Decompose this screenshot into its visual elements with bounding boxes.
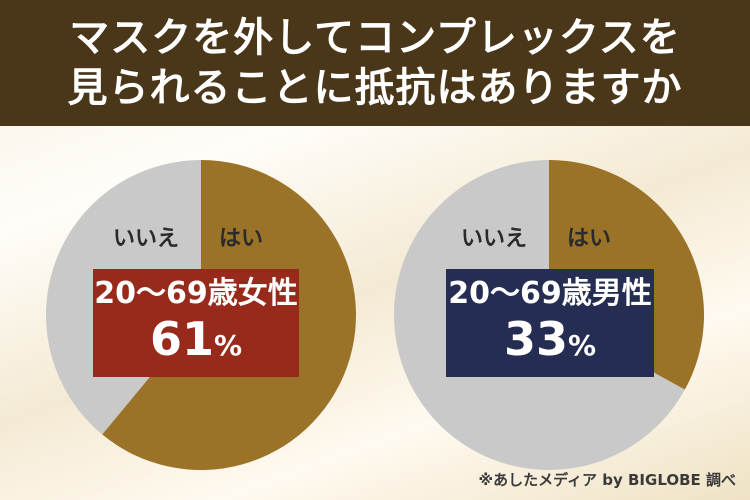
- male-percentage-value: 33: [503, 311, 568, 366]
- male-result-box: 20〜69歳男性 33%: [446, 269, 654, 377]
- female-result-box: 20〜69歳女性 61%: [93, 269, 299, 377]
- female-percentage-value: 61: [149, 311, 214, 366]
- charts-area: はい いいえ はい いいえ 20〜69歳女性 61% 20〜69歳男性 33%: [0, 126, 750, 500]
- female-percentage: 61%: [150, 313, 242, 372]
- slice-label-yes: はい: [567, 225, 611, 251]
- question-line-2: 見られることに抵抗はありますか: [67, 65, 683, 111]
- question-line-1: マスクを外してコンプレックスを: [69, 15, 681, 61]
- male-percentage-unit: %: [567, 328, 597, 362]
- source-note: ※あしたメディア by BIGLOBE 調べ: [478, 471, 737, 489]
- male-chart-title: 20〜69歳男性: [448, 275, 652, 311]
- female-percentage-unit: %: [213, 328, 243, 362]
- slice-label-no: いいえ: [113, 225, 179, 251]
- slice-label-no: いいえ: [461, 225, 527, 251]
- slice-label-yes: はい: [219, 225, 263, 251]
- male-percentage: 33%: [504, 313, 596, 372]
- question-header: マスクを外してコンプレックスを 見られることに抵抗はありますか: [0, 0, 750, 126]
- female-chart-title: 20〜69歳女性: [94, 275, 298, 311]
